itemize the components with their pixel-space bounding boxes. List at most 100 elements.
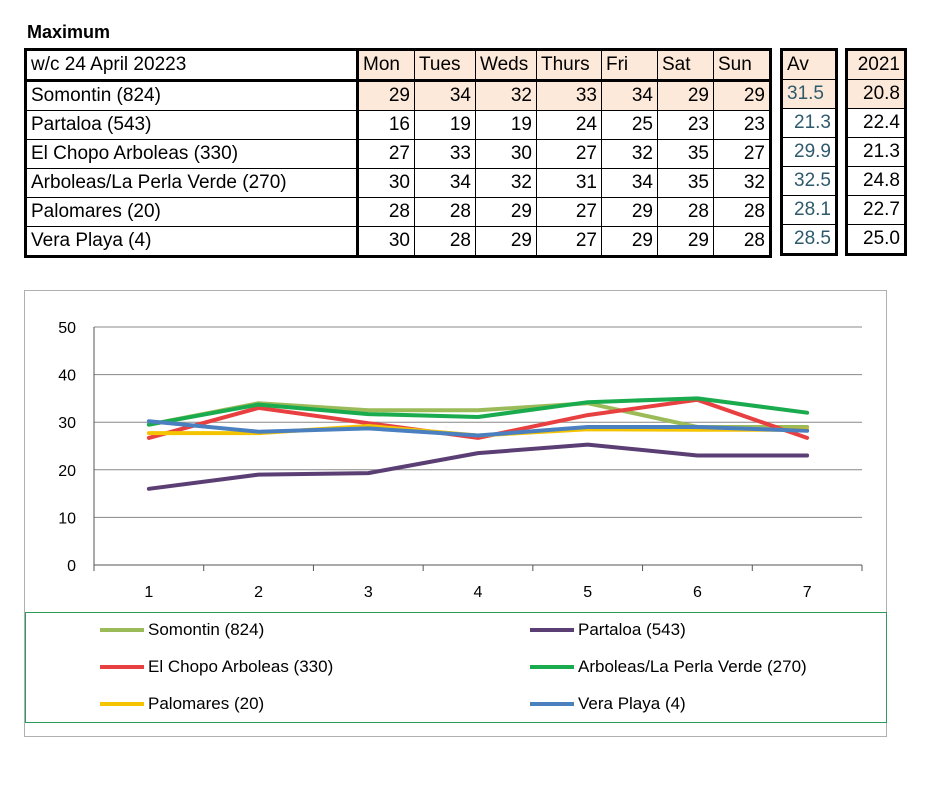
day-value: 28 <box>657 197 714 227</box>
x-tick-label: 5 <box>583 584 592 601</box>
header-day: Thurs <box>536 48 602 82</box>
week-label: w/c 24 April 20223 <box>24 48 359 82</box>
day-value: 29 <box>475 226 537 258</box>
day-value: 32 <box>601 139 658 169</box>
day-value: 27 <box>357 139 415 169</box>
header-day: Tues <box>414 48 476 82</box>
average-value: 28.1 <box>781 195 837 225</box>
chart-frame <box>24 290 887 737</box>
day-value: 32 <box>713 168 772 198</box>
series-line-3 <box>146 396 810 427</box>
page-title: Maximum <box>27 22 111 42</box>
legend-swatch <box>530 702 574 706</box>
average-value: 21.3 <box>781 108 837 138</box>
day-value: 23 <box>713 110 772 140</box>
legend-label: Palomares (20) <box>148 694 265 713</box>
day-value: 29 <box>601 226 658 258</box>
y-tick-label: 50 <box>58 320 76 337</box>
legend-label: Partaloa (543) <box>578 620 686 639</box>
day-value: 32 <box>475 79 537 111</box>
table-row: Arboleas/La Perla Verde (270) 30 34 32 31 34 3… <box>24 168 772 198</box>
day-value: 30 <box>475 139 537 169</box>
average-value: 31.5 <box>781 79 837 109</box>
year-table: 2021 20.8 22.4 21.3 24.8 22.7 25.0 <box>845 48 907 256</box>
legend-swatch <box>100 628 144 632</box>
x-tick-label: 7 <box>803 584 812 601</box>
y-tick-label: 30 <box>58 415 76 432</box>
day-value: 28 <box>713 226 772 258</box>
station-name: Palomares (20) <box>24 197 359 227</box>
day-value: 29 <box>657 79 714 111</box>
header-day: Weds <box>475 48 537 82</box>
header-day: Sat <box>657 48 714 82</box>
year-header: 2021 <box>846 49 906 80</box>
year-value: 21.3 <box>846 137 906 167</box>
day-value: 34 <box>414 79 476 111</box>
y-tick-label: 10 <box>58 510 76 527</box>
day-value: 34 <box>601 79 658 111</box>
legend-swatch <box>100 702 144 706</box>
table-header-row: w/c 24 April 20223 Mon Tues Weds Thurs F… <box>24 48 772 82</box>
station-name: El Chopo Arboleas (330) <box>24 139 359 169</box>
av-header: Av <box>781 49 837 80</box>
day-value: 34 <box>414 168 476 198</box>
day-value: 33 <box>536 79 602 111</box>
legend-swatch <box>530 665 574 669</box>
legend-swatch <box>530 628 574 632</box>
day-value: 30 <box>357 226 415 258</box>
table-row: Palomares (20) 28 28 29 27 29 28 28 <box>24 197 772 227</box>
legend-entry: Partaloa (543) <box>530 620 686 640</box>
average-value: 28.5 <box>781 224 837 255</box>
chart-legend: Somontin (824) Partaloa (543) El Chopo Arb… <box>25 612 887 723</box>
day-value: 32 <box>475 168 537 198</box>
table-row: Somontin (824) 29 34 32 33 34 29 29 <box>24 79 772 111</box>
year-value: 25.0 <box>846 224 906 255</box>
day-value: 28 <box>713 197 772 227</box>
y-tick-label: 40 <box>58 368 76 385</box>
x-tick-label: 6 <box>693 584 702 601</box>
legend-entry: Somontin (824) <box>100 620 264 640</box>
x-tick-label: 2 <box>254 584 263 601</box>
year-value: 22.7 <box>846 195 906 225</box>
legend-label: Arboleas/La Perla Verde (270) <box>578 657 807 676</box>
table-row: Vera Playa (4) 30 28 29 27 29 29 28 <box>24 226 772 258</box>
legend-entry: El Chopo Arboleas (330) <box>100 657 333 677</box>
temperature-table: w/c 24 April 20223 Mon Tues Weds Thurs F… <box>24 48 772 258</box>
year-value: 22.4 <box>846 108 906 138</box>
day-value: 27 <box>536 226 602 258</box>
x-tick-label: 1 <box>144 584 153 601</box>
day-value: 28 <box>414 226 476 258</box>
average-value: 32.5 <box>781 166 837 196</box>
day-value: 27 <box>713 139 772 169</box>
series-line-1 <box>146 442 810 491</box>
day-value: 29 <box>657 226 714 258</box>
y-tick-label: 0 <box>67 558 76 575</box>
station-name: Somontin (824) <box>24 79 359 111</box>
header-day: Sun <box>713 48 772 82</box>
y-tick-label: 20 <box>58 463 76 480</box>
day-value: 25 <box>601 110 658 140</box>
x-tick-label: 3 <box>364 584 373 601</box>
year-value: 20.8 <box>846 79 906 109</box>
day-value: 16 <box>357 110 415 140</box>
day-value: 28 <box>357 197 415 227</box>
header-day: Fri <box>601 48 658 82</box>
day-value: 29 <box>357 79 415 111</box>
legend-swatch <box>100 665 144 669</box>
station-name: Arboleas/La Perla Verde (270) <box>24 168 359 198</box>
average-value: 29.9 <box>781 137 837 167</box>
day-value: 29 <box>601 197 658 227</box>
day-value: 27 <box>536 197 602 227</box>
day-value: 29 <box>713 79 772 111</box>
year-value: 24.8 <box>846 166 906 196</box>
legend-entry: Arboleas/La Perla Verde (270) <box>530 657 807 677</box>
legend-entry: Palomares (20) <box>100 694 264 714</box>
average-table: Av 31.5 21.3 29.9 32.5 28.1 28.5 <box>780 48 838 256</box>
legend-entry: Vera Playa (4) <box>530 694 686 714</box>
legend-label: El Chopo Arboleas (330) <box>148 657 334 676</box>
day-value: 29 <box>475 197 537 227</box>
day-value: 27 <box>536 139 602 169</box>
station-name: Vera Playa (4) <box>24 226 359 258</box>
table-row: Partaloa (543) 16 19 19 24 25 23 23 <box>24 110 772 140</box>
